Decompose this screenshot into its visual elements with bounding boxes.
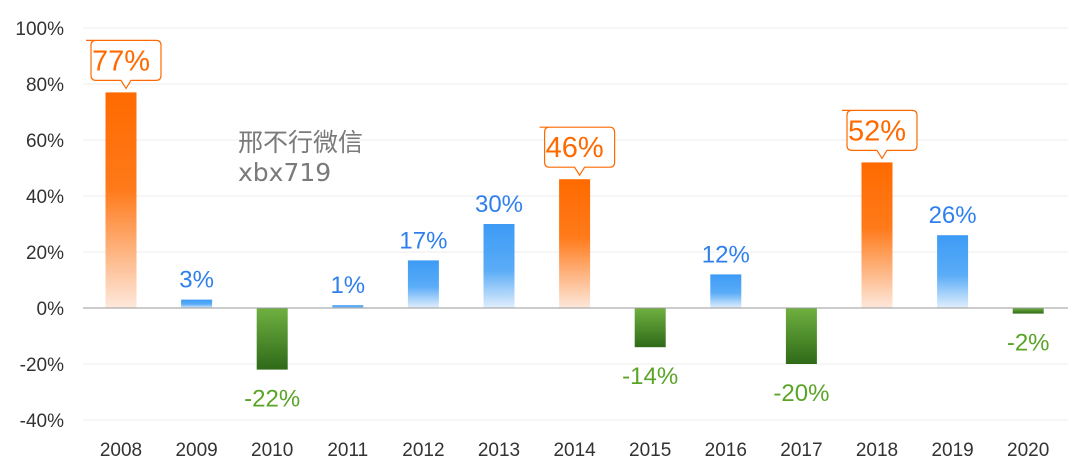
x-axis-ticks: 2008 2009 2010 2011 2012 2013 2014 2015 2016 2017… bbox=[100, 440, 1049, 461]
y-tick-label: 20% bbox=[26, 243, 64, 264]
y-tick-label: 100% bbox=[15, 19, 64, 40]
value-label: -22% bbox=[244, 386, 300, 413]
callout-box bbox=[539, 126, 616, 177]
bar bbox=[634, 308, 666, 348]
value-label: 46% bbox=[546, 132, 604, 164]
y-tick-label: 80% bbox=[26, 75, 64, 96]
value-label: -2% bbox=[1007, 330, 1050, 357]
watermark: 邢不行微信 xbx719 bbox=[238, 128, 363, 188]
value-label: 17% bbox=[399, 227, 447, 254]
value-label: 1% bbox=[330, 272, 365, 299]
value-label: 77% bbox=[92, 45, 150, 77]
x-tick-label: 2017 bbox=[780, 440, 822, 461]
bar bbox=[105, 92, 137, 309]
x-tick-label: 2012 bbox=[402, 440, 444, 461]
y-tick-label: -40% bbox=[20, 411, 64, 432]
x-tick-label: 2014 bbox=[553, 440, 596, 461]
x-tick-label: 2013 bbox=[478, 440, 520, 461]
y-tick-label: 40% bbox=[26, 187, 64, 208]
bar bbox=[1012, 308, 1044, 314]
x-tick-label: 2009 bbox=[175, 440, 217, 461]
callout-label: 52% bbox=[842, 109, 918, 160]
callout-box bbox=[86, 39, 162, 90]
bar bbox=[559, 179, 591, 308]
callout-label: 46% bbox=[539, 126, 616, 177]
bar bbox=[332, 305, 364, 308]
callout-box bbox=[842, 109, 918, 160]
x-tick-label: 2018 bbox=[856, 440, 898, 461]
x-tick-label: 2016 bbox=[705, 440, 747, 461]
x-tick-label: 2011 bbox=[327, 440, 368, 461]
bar bbox=[407, 260, 439, 308]
bar bbox=[785, 308, 817, 364]
value-label: 30% bbox=[475, 191, 523, 218]
bar bbox=[861, 162, 893, 308]
value-label: 3% bbox=[179, 267, 214, 294]
value-label: 26% bbox=[929, 202, 977, 229]
y-tick-label: -20% bbox=[20, 355, 64, 376]
bar bbox=[256, 308, 288, 370]
x-tick-label: 2015 bbox=[629, 440, 671, 461]
watermark-line-1: 邢不行微信 bbox=[238, 128, 364, 157]
x-tick-label: 2019 bbox=[931, 440, 973, 461]
x-tick-label: 2010 bbox=[251, 440, 293, 461]
value-labels: 77% 3% -22% 1% 17% 30% 46% -14% 12% -20% 52% 26% -2% bbox=[86, 39, 1050, 413]
value-label: 12% bbox=[702, 241, 750, 268]
watermark-line-2: xbx719 bbox=[238, 158, 332, 187]
y-tick-label: 0% bbox=[37, 299, 65, 320]
bar bbox=[181, 299, 213, 308]
y-axis-ticks: 100% 80% 60% 40% 20% 0% -20% -40% bbox=[15, 19, 64, 432]
x-tick-label: 2020 bbox=[1007, 440, 1049, 461]
y-tick-label: 60% bbox=[26, 131, 64, 152]
bar bbox=[937, 235, 969, 308]
value-label: -14% bbox=[622, 363, 678, 390]
value-label: -20% bbox=[773, 380, 829, 407]
x-tick-label: 2008 bbox=[100, 440, 142, 461]
bars bbox=[105, 92, 1044, 370]
bar bbox=[483, 224, 515, 308]
callout-label: 77% bbox=[86, 39, 162, 90]
bar bbox=[710, 274, 742, 308]
value-label: 52% bbox=[848, 115, 906, 147]
